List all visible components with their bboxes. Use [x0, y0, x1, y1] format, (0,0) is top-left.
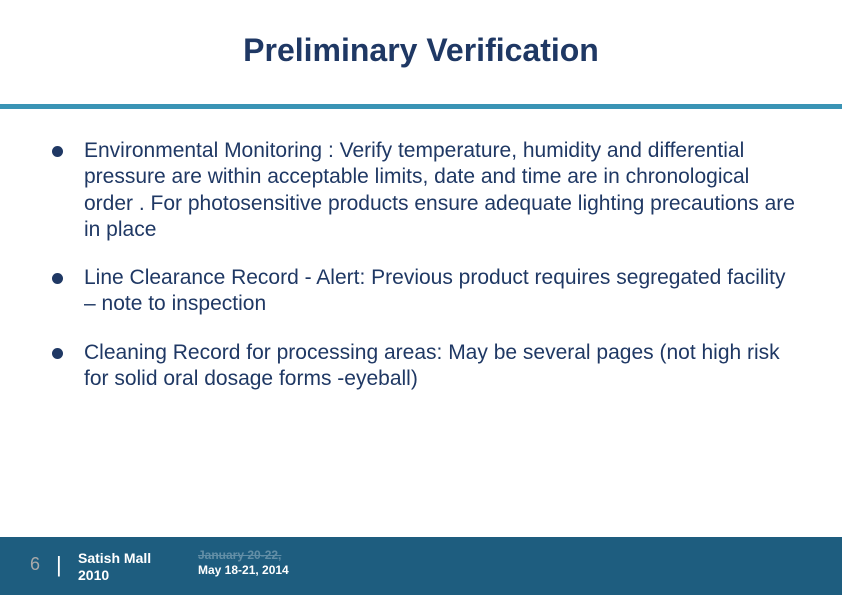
footer-divider: |: [56, 552, 62, 578]
bullet-item: Line Clearance Record - Alert: Previous …: [52, 265, 802, 318]
footer-date-current: May 18-21, 2014: [198, 563, 289, 577]
title-underline: [0, 104, 842, 109]
bullet-dot-icon: [52, 273, 63, 284]
bullet-dot-icon: [52, 348, 63, 359]
footer-date-struck: January 20-22,: [198, 548, 281, 562]
footer-author-line1: Satish Mall: [78, 550, 151, 566]
footer-author-line2: 2010: [78, 567, 109, 583]
bullet-text: Cleaning Record for processing areas: Ma…: [84, 341, 780, 390]
bullet-text: Environmental Monitoring : Verify temper…: [84, 139, 795, 241]
bullet-item: Environmental Monitoring : Verify temper…: [52, 138, 802, 243]
footer-author: Satish Mall 2010: [78, 550, 151, 584]
page-number: 6: [30, 554, 40, 575]
bullet-dot-icon: [52, 146, 63, 157]
slide: Preliminary Verification Environmental M…: [0, 0, 842, 595]
footer-date: January 20-22, May 18-21, 2014: [198, 548, 289, 579]
slide-title: Preliminary Verification: [0, 32, 842, 69]
content-area: Environmental Monitoring : Verify temper…: [52, 138, 802, 414]
bullet-item: Cleaning Record for processing areas: Ma…: [52, 340, 802, 393]
bullet-text: Line Clearance Record - Alert: Previous …: [84, 266, 786, 315]
